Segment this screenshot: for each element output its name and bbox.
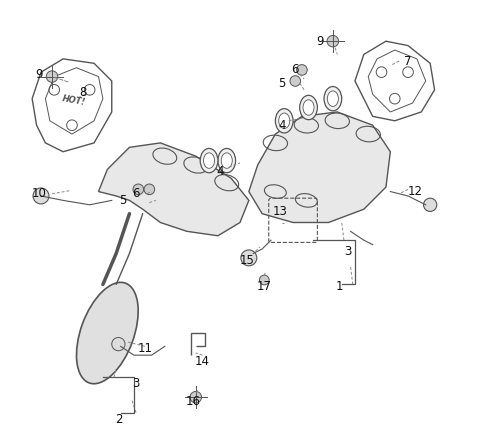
Circle shape [260,275,269,285]
PathPatch shape [98,143,249,236]
Text: 16: 16 [186,395,201,408]
Text: 9: 9 [316,35,324,48]
Ellipse shape [324,86,342,111]
Ellipse shape [303,100,314,115]
Ellipse shape [204,153,215,168]
Ellipse shape [276,109,293,133]
Text: 15: 15 [239,254,254,267]
Text: 6: 6 [291,64,299,77]
Text: 5: 5 [119,194,127,207]
Ellipse shape [327,91,338,106]
Text: 5: 5 [278,77,286,90]
Text: 2: 2 [115,413,122,426]
Circle shape [112,337,125,351]
Circle shape [46,71,58,82]
Circle shape [290,76,300,86]
Circle shape [190,392,202,403]
Circle shape [144,184,155,194]
Circle shape [33,188,49,204]
PathPatch shape [249,112,390,222]
Ellipse shape [221,153,232,168]
Ellipse shape [200,149,218,173]
Text: 4: 4 [278,119,286,132]
Text: 4: 4 [216,165,224,178]
Text: 14: 14 [195,355,210,368]
Circle shape [327,36,338,47]
Text: 7: 7 [404,55,412,68]
Ellipse shape [279,113,290,129]
Text: 10: 10 [31,187,46,200]
Text: 8: 8 [79,85,87,98]
Text: 1: 1 [336,280,343,293]
Circle shape [423,198,437,211]
Ellipse shape [218,149,236,173]
Circle shape [133,184,144,194]
Text: 3: 3 [132,377,140,390]
Text: 12: 12 [407,185,422,198]
Text: 9: 9 [35,68,43,81]
Circle shape [297,65,307,75]
Text: 3: 3 [345,245,352,258]
Text: 13: 13 [272,205,287,218]
Text: 6: 6 [132,187,140,200]
Ellipse shape [76,283,138,384]
Text: HOT!: HOT! [62,94,87,107]
Text: 11: 11 [137,342,153,355]
Text: 17: 17 [257,280,272,293]
Ellipse shape [300,95,317,120]
Circle shape [241,250,257,266]
